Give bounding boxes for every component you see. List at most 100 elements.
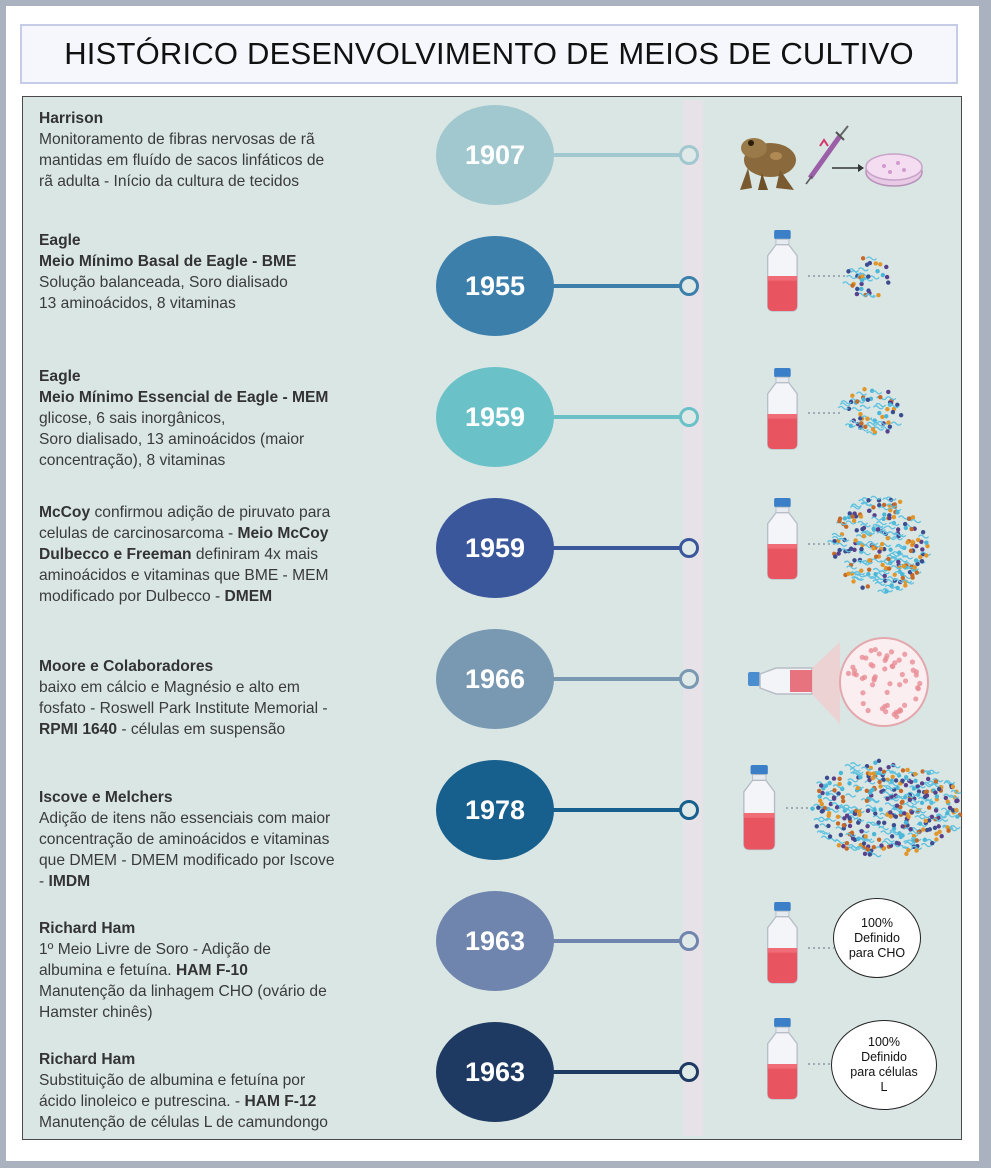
- entry-text-1959-mccoy: McCoy confirmou adição de piruvato para …: [39, 502, 399, 607]
- cell-dot: [869, 682, 876, 688]
- cell-dot: [902, 702, 908, 708]
- cell-dot: [882, 657, 888, 664]
- timeline-dot: [679, 145, 699, 165]
- cell-dot: [868, 662, 874, 668]
- entry-line: mantidas em fluído de sacos linfáticos d…: [39, 152, 325, 169]
- entry-author: Eagle: [39, 232, 81, 249]
- cell-dot: [897, 708, 904, 714]
- cell-dot: [883, 709, 889, 715]
- entry-author: Iscove e Melchers: [39, 789, 173, 806]
- entry-line: baixo em cálcio e Magnésio e alto em: [39, 679, 300, 696]
- entry-author: Richard Ham: [39, 1051, 136, 1068]
- cell-dot: [861, 674, 868, 680]
- cell-dot: [913, 696, 919, 702]
- entry-line: celulas de carcinosarcoma - Meio McCoy: [39, 525, 329, 542]
- flask-magnified-illustration: [748, 637, 929, 727]
- timeline-dot: [679, 931, 699, 951]
- syringe-icon: [805, 125, 849, 185]
- year-badge-1959-mccoy: 1959: [436, 498, 554, 598]
- year-badge-1963-f10: 1963: [436, 891, 554, 991]
- entry-text-1963-f12: Richard Ham Substituição de albumina e f…: [39, 1049, 399, 1133]
- timeline-axis: [683, 100, 703, 1136]
- entry-line: Soro dialisado, 13 aminoácidos (maior: [39, 431, 305, 448]
- timeline-dot: [679, 800, 699, 820]
- cell-dot: [896, 657, 902, 663]
- connector-line: [552, 939, 682, 943]
- entry-text-1959-mem: Eagle Meio Mínimo Essencial de Eagle - M…: [39, 366, 399, 471]
- cell-dot: [882, 666, 888, 672]
- page-title: HISTÓRICO DESENVOLVIMENTO DE MEIOS DE CU…: [64, 36, 914, 71]
- defined-cho-badge: 100% Definido para CHO: [833, 898, 921, 978]
- connector-line: [552, 153, 682, 157]
- magnify-beam: [812, 642, 840, 724]
- entry-line: concentração de aminoácidos e vitaminas: [39, 831, 330, 848]
- entry-line: glicose, 6 sais inorgânicos,: [39, 410, 226, 427]
- entry-line: Hamster chinês): [39, 1004, 153, 1021]
- cell-dot: [871, 675, 877, 681]
- entry-line: Manutenção de células L de camundongo: [39, 1114, 328, 1131]
- entry-medium: Meio Mínimo Essencial de Eagle - MEM: [39, 389, 329, 406]
- cell-dot: [897, 682, 903, 688]
- entry-line: aminoácidos e vitaminas que BME - MEM: [39, 567, 329, 584]
- connector-line: [552, 415, 682, 419]
- entry-text-1963-f10: Richard Ham 1º Meio Livre de Soro - Adiç…: [39, 918, 399, 1023]
- cell-dot: [884, 689, 890, 695]
- entry-author: Richard Ham: [39, 920, 136, 937]
- entry-line: albumina e fetuína. HAM F-10: [39, 962, 248, 979]
- culture-flask-icon: [748, 667, 813, 695]
- connector-line: [552, 677, 682, 681]
- year-badge-1955: 1955: [436, 236, 554, 336]
- timeline-dot: [679, 669, 699, 689]
- defined-l-cells-badge: 100% Definido para células L: [831, 1020, 937, 1110]
- cell-dot: [902, 678, 909, 684]
- cell-dot: [845, 670, 852, 676]
- cell-dot: [893, 709, 899, 716]
- entry-line: Manutenção da linhagem CHO (ovário de: [39, 983, 327, 1000]
- entry-author: Moore e Colaboradores: [39, 658, 214, 675]
- cell-dot: [884, 653, 890, 659]
- entry-line: rã adulta - Início da cultura de tecidos: [39, 173, 300, 190]
- entry-line: modificado por Dulbecco - DMEM: [39, 588, 273, 605]
- year-badge-1978: 1978: [436, 760, 554, 860]
- entry-line: fosfato - Roswell Park Institute Memoria…: [39, 700, 328, 717]
- cell-dot: [902, 651, 908, 657]
- cell-dot: [910, 667, 916, 673]
- connector-line: [552, 546, 682, 550]
- connector-line: [552, 1070, 682, 1074]
- cell-dot: [915, 685, 921, 691]
- timeline-dot: [679, 538, 699, 558]
- entry-line: RPMI 1640 - células em suspensão: [39, 721, 286, 738]
- entry-text-1966: Moore e Colaboradores baixo em cálcio e …: [39, 656, 399, 740]
- connector-line: [552, 284, 682, 288]
- entry-medium: Meio Mínimo Basal de Eagle - BME: [39, 253, 297, 270]
- entry-line: Dulbecco e Freeman definiram 4x mais: [39, 546, 319, 563]
- year-badge-1907: 1907: [436, 105, 554, 205]
- entry-text-1907: Harrison Monitoramento de fibras nervosa…: [39, 108, 399, 192]
- entry-line: concentração), 8 vitaminas: [39, 452, 226, 469]
- entry-text-1955: Eagle Meio Mínimo Basal de Eagle - BME S…: [39, 230, 399, 314]
- entry-text-1978: Iscove e Melchers Adição de itens não es…: [39, 787, 399, 892]
- cell-dot: [894, 714, 900, 720]
- cell-dot: [917, 680, 923, 687]
- cell-dot: [889, 663, 895, 669]
- arrow-icon: [832, 164, 864, 172]
- year-badge-1966: 1966: [436, 629, 554, 729]
- cell-dot: [860, 690, 866, 696]
- entry-line: Adição de itens não essenciais com maior: [39, 810, 331, 827]
- frog-icon: [740, 138, 796, 190]
- year-badge-1963-f12: 1963: [436, 1022, 554, 1122]
- entry-line: McCoy confirmou adição de piruvato para: [39, 504, 331, 521]
- connector-line: [552, 808, 682, 812]
- cell-dot: [872, 646, 878, 653]
- cell-dot: [859, 654, 865, 660]
- cell-dot: [860, 700, 866, 707]
- entry-line: 1º Meio Livre de Soro - Adição de: [39, 941, 271, 958]
- timeline-dot: [679, 407, 699, 427]
- cell-dot: [899, 671, 905, 678]
- entry-line: 13 aminoácidos, 8 vitaminas: [39, 295, 236, 312]
- entry-author: Eagle: [39, 368, 81, 385]
- timeline-dot: [679, 276, 699, 296]
- timeline-dot: [679, 1062, 699, 1082]
- entry-line: Monitoramento de fibras nervosas de rã: [39, 131, 315, 148]
- petri-dish-icon: [865, 153, 923, 187]
